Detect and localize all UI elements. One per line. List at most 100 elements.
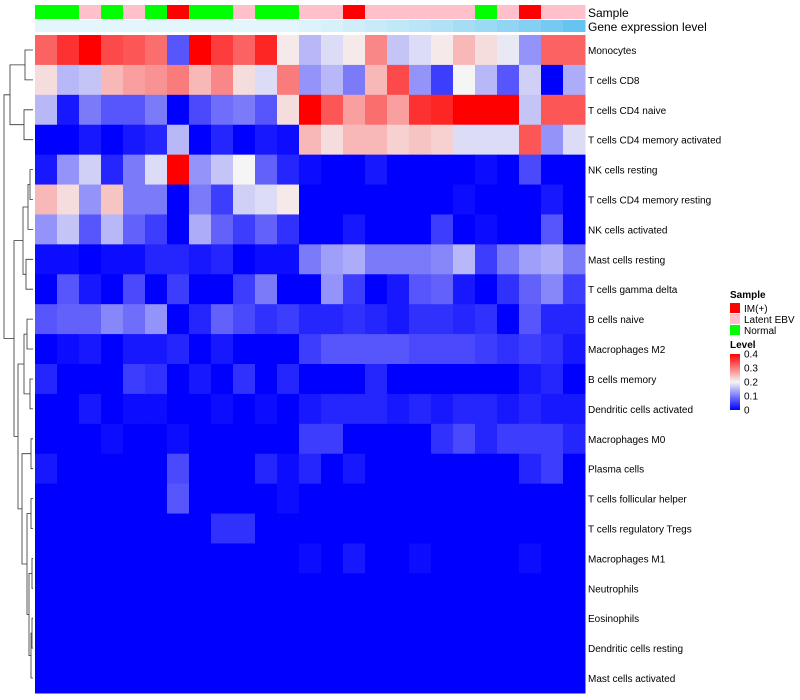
row-label: T cells CD4 naive [588, 106, 667, 117]
heatmap-cell [57, 64, 80, 96]
heatmap-cell [79, 304, 102, 335]
heatmap-cell [519, 244, 542, 275]
heatmap-cell [563, 154, 586, 186]
heatmap-cell [123, 633, 146, 664]
heatmap-cell [387, 543, 410, 574]
annotation-cell-gene-level [255, 20, 278, 32]
heatmap-cell [431, 184, 454, 215]
heatmap-cell [519, 423, 542, 455]
heatmap-cell [563, 633, 586, 664]
heatmap-cell [475, 184, 498, 215]
heatmap-cell [123, 543, 146, 574]
heatmap-cell [321, 364, 344, 395]
heatmap-cell [343, 393, 366, 425]
heatmap-cell [299, 573, 322, 604]
heatmap-cell [475, 244, 498, 275]
heatmap-cell [299, 304, 322, 335]
heatmap-cell [145, 393, 168, 425]
heatmap-cell [563, 334, 586, 365]
heatmap-cell [409, 64, 432, 96]
heatmap-cell [541, 184, 564, 215]
heatmap-cell [431, 423, 454, 455]
heatmap-cell [101, 513, 124, 544]
heatmap-cell [519, 364, 542, 395]
heatmap-cell [233, 423, 256, 455]
legend-level-colorbar [730, 354, 740, 410]
heatmap-cell [233, 304, 256, 335]
legend-level-tick: 0.2 [744, 378, 758, 389]
heatmap-cell [431, 483, 454, 515]
heatmap-cell [277, 543, 300, 574]
heatmap-cell [453, 573, 476, 604]
heatmap-cell [409, 364, 432, 395]
annotation-cell-sample [365, 5, 388, 19]
dendrogram-branch [13, 240, 23, 437]
heatmap-cell [343, 35, 366, 66]
heatmap-cell [387, 124, 410, 156]
heatmap-cell [409, 513, 432, 544]
heatmap-cell [35, 214, 58, 245]
heatmap-cell [189, 513, 212, 544]
heatmap-cell [167, 513, 190, 544]
heatmap-cell [343, 334, 366, 365]
heatmap-cells [35, 35, 586, 694]
heatmap-cell [453, 35, 476, 66]
heatmap-cell [189, 663, 212, 694]
heatmap-cell [35, 543, 58, 574]
heatmap-cell [211, 393, 234, 425]
heatmap-cell [57, 543, 80, 574]
heatmap-cell [519, 543, 542, 574]
heatmap-cell [453, 364, 476, 395]
heatmap-cell [475, 214, 498, 245]
heatmap-cell [519, 513, 542, 544]
heatmap-cell [79, 513, 102, 544]
heatmap-cell [35, 483, 58, 515]
heatmap-cell [321, 64, 344, 96]
heatmap-cell [563, 94, 586, 126]
heatmap-cell [101, 483, 124, 515]
heatmap-cell [563, 603, 586, 634]
legend-sample-swatch [730, 314, 740, 324]
heatmap-cell [563, 663, 586, 694]
heatmap-cell [519, 663, 542, 694]
heatmap-cell [255, 633, 278, 664]
heatmap-cell [145, 64, 168, 96]
heatmap-cell [145, 304, 168, 335]
heatmap-cell [563, 124, 586, 156]
heatmap-cell [35, 663, 58, 694]
heatmap-cell [101, 154, 124, 186]
heatmap-cell [189, 274, 212, 305]
dendrogram-branch [21, 453, 31, 565]
heatmap-cell [189, 94, 212, 126]
heatmap-cell [57, 154, 80, 186]
heatmap-cell [189, 304, 212, 335]
heatmap-cell [541, 423, 564, 455]
heatmap-cell [343, 543, 366, 574]
annotation-cell-gene-level [145, 20, 168, 32]
heatmap-cell [277, 364, 300, 395]
heatmap-cell [35, 244, 58, 275]
heatmap-cell [409, 573, 432, 604]
row-label: NK cells resting [588, 166, 657, 177]
heatmap-cell [519, 64, 542, 96]
heatmap-cell [365, 154, 388, 186]
heatmap-cell [57, 423, 80, 455]
heatmap-cell [255, 184, 278, 215]
legend-sample-label: Latent EBV [744, 315, 795, 326]
heatmap-cell [541, 543, 564, 574]
heatmap-cell [189, 35, 212, 66]
heatmap-cell [409, 543, 432, 574]
heatmap-cell [167, 603, 190, 634]
heatmap-cell [541, 513, 564, 544]
heatmap-cell [211, 513, 234, 544]
heatmap-cell [321, 633, 344, 664]
heatmap-cell [409, 304, 432, 335]
heatmap-cell [409, 94, 432, 126]
heatmap-cell [211, 543, 234, 574]
heatmap-cell [497, 154, 520, 186]
heatmap-cell [475, 154, 498, 186]
heatmap-cell [255, 334, 278, 365]
heatmap-cell [541, 633, 564, 664]
heatmap-cell [123, 513, 146, 544]
dendrogram-branch [24, 49, 33, 81]
